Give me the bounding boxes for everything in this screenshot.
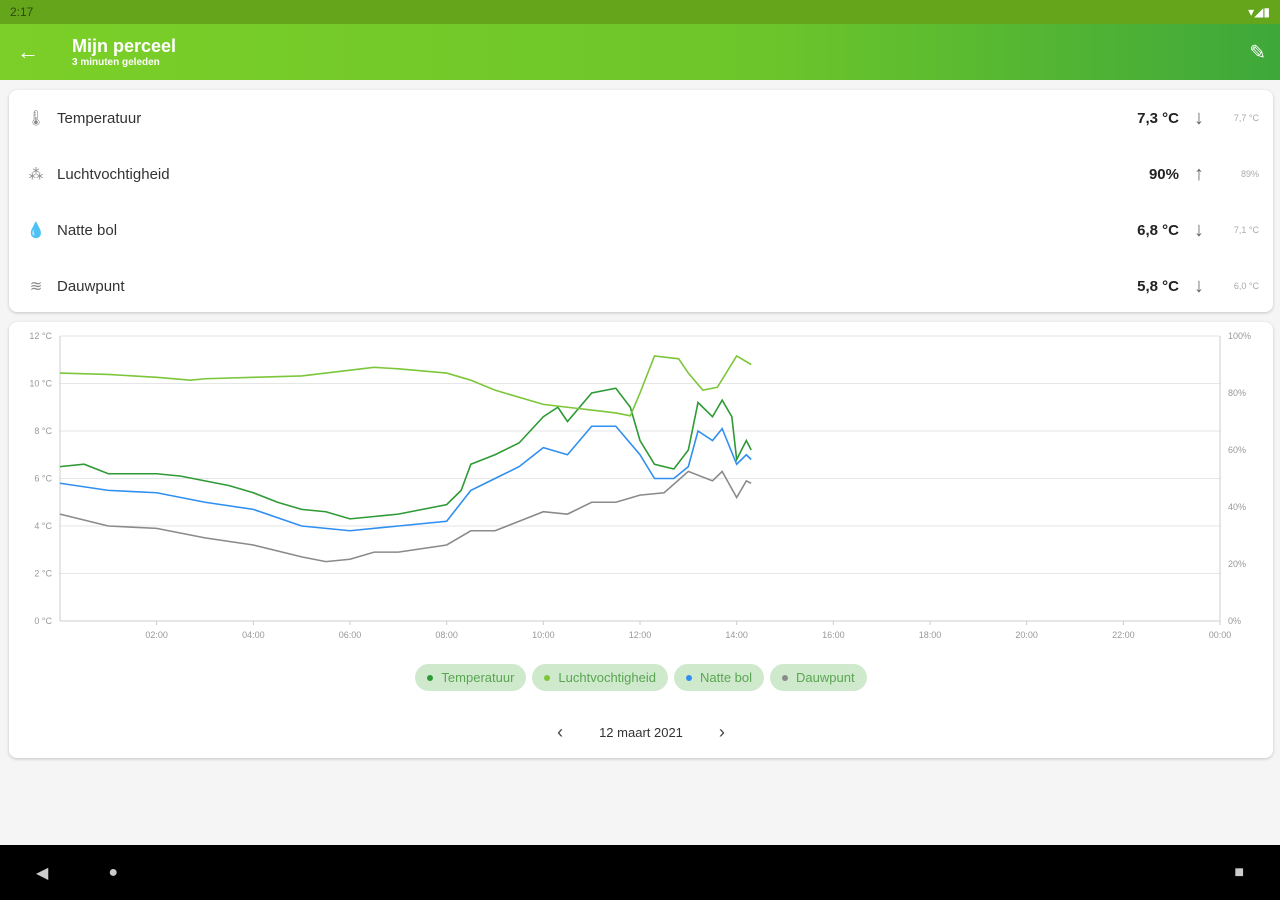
chart-card: 0 °C 2 °C 4 °C 6 °C 8 °C 10 °C 12 °C 0% 20% 40% 60… <box>9 322 1273 758</box>
status-time: 2:17 <box>10 5 34 19</box>
reading-row[interactable]: 🌡 Temperatuur 7,3 °C ↓ 7,7 °C <box>9 90 1273 146</box>
y-left-tick: 8 °C <box>34 426 52 436</box>
x-tick: 08:00 <box>435 630 458 640</box>
previous-value: 7,1 °C <box>1233 225 1259 235</box>
previous-day-button[interactable]: ‹ <box>557 722 564 742</box>
reading-value: 6,8 °C <box>1137 221 1179 239</box>
nav-back-icon[interactable]: ◀ <box>36 864 49 882</box>
trend-down-icon: ↓ <box>1194 274 1204 297</box>
y-right-tick: 60% <box>1228 445 1246 455</box>
nav-home-icon[interactable]: ● <box>108 863 118 881</box>
y-left-tick: 12 °C <box>29 331 52 341</box>
x-tick: 06:00 <box>339 630 362 640</box>
arrow-left-icon: ← <box>17 39 39 64</box>
series-line-temperatuur <box>59 387 752 520</box>
x-tick: 20:00 <box>1015 630 1038 640</box>
back-button[interactable]: ← <box>0 39 56 65</box>
y-right-tick: 100% <box>1228 331 1251 341</box>
chart-legend: Temperatuur Luchtvochtigheid Natte bol Dauw… <box>9 664 1273 691</box>
trend-up-icon: ↑ <box>1194 162 1204 185</box>
reading-value: 7,3 °C <box>1137 109 1179 127</box>
nav-recents-icon[interactable]: ■ <box>1234 863 1244 881</box>
legend-chip[interactable]: Dauwpunt <box>770 664 867 691</box>
status-bar: 2:17 ▾◢▮ <box>0 0 1280 24</box>
reading-label: Dauwpunt <box>57 277 125 295</box>
previous-value: 7,7 °C <box>1233 113 1259 123</box>
y-right-tick: 20% <box>1228 559 1246 569</box>
legend-chip[interactable]: Temperatuur <box>415 664 527 691</box>
readings-card: 🌡 Temperatuur 7,3 °C ↓ 7,7 °C ⁂ Luchtvoch… <box>9 90 1273 312</box>
series-line-luchtvochtigheid <box>59 354 752 417</box>
last-updated: 3 minuten geleden <box>72 57 160 68</box>
series-line-dauwpunt <box>59 470 752 563</box>
y-left-tick: 4 °C <box>34 521 52 531</box>
x-tick: 04:00 <box>242 630 265 640</box>
y-right-tick: 0% <box>1228 616 1241 626</box>
page-title: Mijn perceel <box>72 36 177 56</box>
x-tick: 10:00 <box>532 630 555 640</box>
legend-label: Temperatuur <box>441 670 515 685</box>
date-navigator: ‹ 12 maart 2021 › <box>9 722 1273 743</box>
legend-chip[interactable]: Natte bol <box>673 664 765 691</box>
reading-row[interactable]: ⁂ Luchtvochtigheid 90% ↑ 89% <box>9 146 1273 202</box>
trend-down-icon: ↓ <box>1194 218 1204 241</box>
y-left-tick: 6 °C <box>34 474 52 484</box>
series-line-natte-bol <box>59 425 752 532</box>
previous-value: 6,0 °C <box>1233 281 1259 291</box>
y-right-tick: 80% <box>1228 388 1246 398</box>
previous-value: 89% <box>1240 169 1259 179</box>
y-left-tick: 10 °C <box>29 379 52 389</box>
y-left-tick: 0 °C <box>34 616 52 626</box>
trend-down-icon: ↓ <box>1194 106 1204 129</box>
x-tick: 18:00 <box>919 630 942 640</box>
legend-dot <box>685 674 692 681</box>
legend-label: Luchtvochtigheid <box>558 670 656 685</box>
x-tick: 02:00 <box>145 630 168 640</box>
legend-dot <box>427 674 434 681</box>
y-right-tick: 40% <box>1228 502 1246 512</box>
y-left-tick: 2 °C <box>34 569 52 579</box>
legend-dot <box>782 674 789 681</box>
status-icons: ▾◢▮ <box>1248 5 1270 19</box>
reading-value: 5,8 °C <box>1137 277 1179 295</box>
reading-label: Luchtvochtigheid <box>57 165 170 183</box>
app-bar: ← Mijn perceel 3 minuten geleden ✎ <box>0 24 1280 80</box>
pencil-icon: ✎ <box>1249 42 1266 64</box>
drop-icon: 💧 <box>26 222 46 239</box>
reading-value: 90% <box>1148 165 1179 183</box>
legend-dot <box>544 674 551 681</box>
system-nav-bar: ◀ ● ■ <box>0 845 1280 900</box>
legend-label: Natte bol <box>699 670 753 685</box>
current-date: 12 maart 2021 <box>599 725 683 740</box>
x-tick: 16:00 <box>822 630 845 640</box>
line-chart: 0 °C 2 °C 4 °C 6 °C 8 °C 10 °C 12 °C 0% 20% 40% 60… <box>29 331 1251 640</box>
next-day-button[interactable]: › <box>718 722 725 742</box>
humidity-icon: ⁂ <box>28 166 44 183</box>
reading-row[interactable]: ≋ Dauwpunt 5,8 °C ↓ 6,0 °C <box>9 258 1273 314</box>
x-tick: 12:00 <box>629 630 652 640</box>
x-tick: 00:00 <box>1209 630 1232 640</box>
legend-chip[interactable]: Luchtvochtigheid <box>532 664 668 691</box>
reading-label: Temperatuur <box>57 109 142 127</box>
reading-label: Natte bol <box>57 221 118 239</box>
x-tick: 14:00 <box>725 630 748 640</box>
legend-label: Dauwpunt <box>796 670 855 685</box>
edit-button[interactable]: ✎ <box>1249 40 1266 65</box>
reading-row[interactable]: 💧 Natte bol 6,8 °C ↓ 7,1 °C <box>9 202 1273 258</box>
dewpoint-icon: ≋ <box>29 278 43 295</box>
thermometer-icon: 🌡 <box>26 110 46 127</box>
x-tick: 22:00 <box>1112 630 1135 640</box>
